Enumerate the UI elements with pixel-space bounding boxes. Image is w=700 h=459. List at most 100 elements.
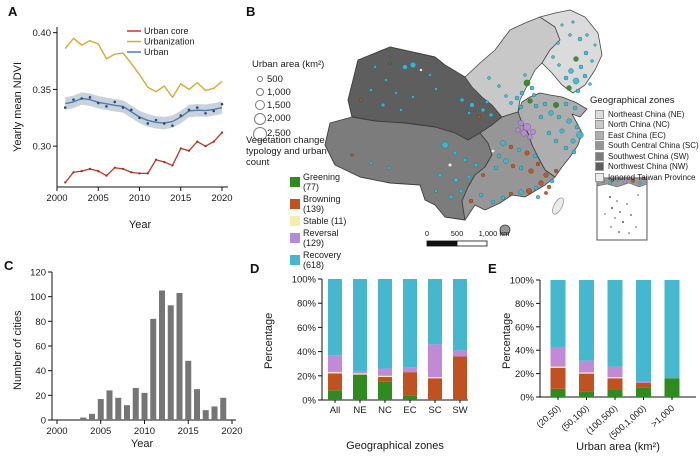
svg-text:2000: 2000 [46,426,67,437]
svg-text:0%: 0% [520,393,534,404]
svg-text:80%: 80% [297,299,317,310]
color-swatch [290,232,300,243]
vegetation-legend: Vegetation change typology and urban cou… [246,135,352,272]
urban-area-size-item: 500 [252,74,347,85]
svg-text:120: 120 [30,268,46,279]
panel-b-label: B [246,4,256,19]
vegetation-typology-item: Browning (139) [290,194,352,214]
svg-text:0.40: 0.40 [33,28,52,39]
svg-text:60%: 60% [297,323,317,334]
svg-text:100%: 100% [510,276,535,287]
color-swatch [290,176,300,187]
panel-e-xaxis-title: Urban area (km²) [576,441,660,453]
urban-area-legend-title: Urban area (km²) [252,59,325,70]
panel-d-label: D [250,261,260,276]
svg-text:All: All [330,405,341,416]
color-swatch [290,215,300,226]
panel-c-yaxis-title: Number of cities [12,310,24,390]
color-swatch [290,198,300,209]
geographical-zone-item: Northeast China (NE) [595,109,700,119]
geographical-zone-item: South Central China (SC) [595,141,700,151]
svg-text:2020: 2020 [221,426,242,437]
ndvi-line-chart: 0.30 0.35 0.40 2000 2005 2010 2015 2020 Urban co… [33,26,233,204]
svg-text:2020: 2020 [211,193,232,204]
color-swatch [595,109,604,119]
size-circle-icon [254,100,265,111]
svg-text:NC: NC [378,405,392,416]
svg-text:2005: 2005 [88,193,109,204]
svg-text:20%: 20% [515,369,535,380]
south-china-sea-inset [596,177,648,241]
panel-a-label: A [8,4,18,19]
svg-text:1,000 km: 1,000 km [479,229,510,238]
vegetation-typology-item: Recovery (618) [290,250,352,270]
color-swatch [595,130,604,140]
inset-islands [604,194,639,234]
svg-text:2015: 2015 [170,193,191,204]
svg-text:80: 80 [35,317,46,328]
size-circle-icon [255,88,264,97]
panel-c-xaxis-title: Year [130,438,154,450]
area-stacked-chart: 0%20%40%60%80%100%(20,50)(50,100)(100,50… [510,276,696,441]
geographical-zone-item: North China (NC) [595,120,700,130]
svg-text:40: 40 [35,366,46,377]
svg-text:0: 0 [41,416,46,427]
geographical-zone-item: East China (EC) [595,130,700,140]
svg-text:40%: 40% [515,346,535,357]
taiwan-island [552,197,564,215]
color-swatch [290,254,300,265]
size-circle-icon [253,112,266,125]
geographical-zone-item: Northwest China (NW) [595,162,700,172]
vegetation-typology-item: Reversal (129) [290,228,352,248]
panel-e-label: E [488,261,497,276]
size-circle-icon [252,126,267,141]
urban-area-size-item: 2,000 [252,112,347,125]
zone-south-central-china [461,111,556,221]
panel-d-yaxis-title: Percentage [263,312,275,369]
panel-a-yaxis-title: Yearly mean NDVI [12,61,24,152]
geographical-zone-item: Southwest China (SW) [595,151,700,161]
city-dots [350,20,597,205]
vegetation-typology-item: Stable (11) [290,215,352,226]
panel-e-yaxis-title: Percentage [501,312,513,369]
urban-area-size-item: 1,500 [252,100,347,111]
inset-coastline [596,177,648,188]
size-circle-icon [256,76,263,83]
svg-text:500: 500 [451,229,464,238]
svg-text:2015: 2015 [178,426,199,437]
svg-text:80%: 80% [515,299,535,310]
svg-text:2010: 2010 [134,426,155,437]
svg-text:60%: 60% [515,322,535,333]
cities-bar-chart: 0 20 40 60 80 100 120 2000 2005 2010 2015 2020 [30,268,242,438]
svg-text:0%: 0% [302,396,316,407]
svg-text:100: 100 [30,292,46,303]
hainan-island [499,224,511,236]
svg-text:100%: 100% [292,275,317,286]
urban-area-legend: Urban area (km²) 500 1,000 1,500 2,000 2,500 [252,59,347,143]
vegetation-typology-item: Greening (77) [290,172,352,192]
svg-text:2000: 2000 [46,193,67,204]
svg-text:>1,000: >1,000 [649,403,676,429]
svg-text:2010: 2010 [129,193,150,204]
zones-stacked-chart: 0% 20% 40% 60% 80% 100% All NE NC EC SC SW [292,275,468,416]
svg-text:Urban: Urban [144,47,169,57]
svg-text:SC: SC [428,405,441,416]
vegetation-legend-title: Vegetation change typology and urban cou… [246,135,327,168]
china-map: 0 500 1,000 km [324,9,648,247]
svg-text:60: 60 [35,342,46,353]
inset-city-dots [601,178,642,185]
urban-area-size-item: 2,500 [252,126,347,141]
urban-area-size-item: 1,000 [252,87,347,98]
svg-text:0.30: 0.30 [33,142,52,153]
svg-text:20%: 20% [297,371,317,382]
panel-a-xaxis-title: Year [128,219,152,231]
svg-text:EC: EC [403,405,416,416]
svg-text:Urban core: Urban core [144,26,189,36]
svg-text:Urbanization: Urbanization [144,37,195,47]
panel-d-xaxis-title: Geographical zones [346,440,444,452]
color-swatch [595,172,604,182]
svg-text:0.35: 0.35 [33,85,52,96]
svg-text:NE: NE [353,405,366,416]
